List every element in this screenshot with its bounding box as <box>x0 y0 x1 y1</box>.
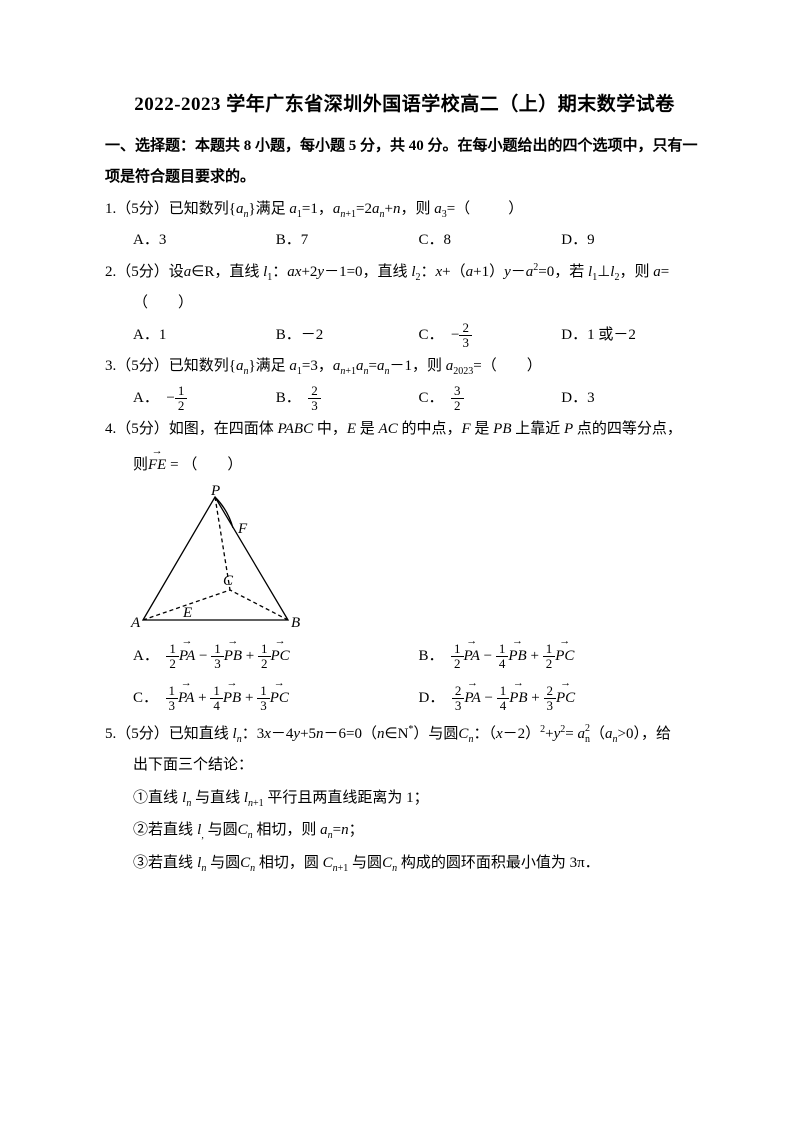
q2-opt-d: D．1 或－2 <box>561 320 704 352</box>
tetrahedron-figure: P A B C E F <box>123 485 308 635</box>
svg-text:C: C <box>223 573 234 589</box>
q4-options-2: C． 13PA + 14PB + 13PC D． 23PA − 14PB + 2… <box>105 677 704 719</box>
q2-paren: （ ） <box>105 288 704 320</box>
q1-opt-a: A．3 <box>133 225 276 257</box>
q5-c2: ②若直线 l, 与圆Cn 相切，则 an=n； <box>105 814 704 847</box>
svg-text:F: F <box>237 521 248 537</box>
question-5: 5.（5分）已知直线 ln：3x－4y+5n－6=0（n∈N*）与圆Cn：（x－… <box>105 719 704 751</box>
q1-options: A．3 B．7 C．8 D．9 <box>105 225 704 257</box>
question-3: 3.（5分）已知数列{an}满足 a1=3，an+1an=an－1，则 a202… <box>105 351 704 383</box>
exam-title: 2022-2023 学年广东省深圳外国语学校高二（上）期末数学试卷 <box>105 85 704 125</box>
q1-opt-d: D．9 <box>561 225 704 257</box>
svg-text:B: B <box>291 615 300 631</box>
q3-opt-b: B． 23 <box>276 383 419 415</box>
q3-opt-c: C． 32 <box>419 383 562 415</box>
q1-opt-b: B．7 <box>276 225 419 257</box>
svg-text:P: P <box>210 485 220 499</box>
question-4: 4.（5分）如图，在四面体 PABC 中，E 是 AC 的中点，F 是 PB 上… <box>105 414 704 446</box>
q4-opt-c: C． 13PA + 14PB + 13PC <box>133 677 419 719</box>
question-2: 2.（5分）设a∈R，直线 l1：ax+2y－1=0，直线 l2：x+（a+1）… <box>105 257 704 289</box>
q1-opt-c: C．8 <box>419 225 562 257</box>
q4-opt-d: D． 23PA − 14PB + 23PC <box>419 677 705 719</box>
q2-opt-a: A．1 <box>133 320 276 352</box>
q3-options: A． −12 B． 23 C． 32 D．3 <box>105 383 704 415</box>
q2-opt-c: C． −23 <box>419 320 562 352</box>
q3-opt-a: A． −12 <box>133 383 276 415</box>
section-1-header: 一、选择题：本题共 8 小题，每小题 5 分，共 40 分。在每小题给出的四个选… <box>105 131 704 194</box>
q4-options-1: A． 12PA − 13PB + 12PC B． 12PA − 14PB + 1… <box>105 635 704 677</box>
q3-opt-d: D．3 <box>561 383 704 415</box>
question-1: 1.（5分）已知数列{an}满足 a1=1，an+1=2an+n，则 a3=（） <box>105 194 704 226</box>
q1-text: 1.（5分）已知数列{ <box>105 201 236 217</box>
q5-c1: ①直线 ln 与直线 ln+1 平行且两直线距离为 1； <box>105 782 704 815</box>
q4-cont: 则FE = （ ） <box>105 446 704 485</box>
q5-stem2: 出下面三个结论： <box>105 750 704 782</box>
q2-opt-b: B．－2 <box>276 320 419 352</box>
svg-text:E: E <box>182 605 192 621</box>
q5-c3: ③若直线 ln 与圆Cn 相切，圆 Cn+1 与圆Cn 构成的圆环面积最小值为 … <box>105 847 704 880</box>
svg-text:A: A <box>130 615 141 631</box>
q2-options: A．1 B．－2 C． −23 D．1 或－2 <box>105 320 704 352</box>
